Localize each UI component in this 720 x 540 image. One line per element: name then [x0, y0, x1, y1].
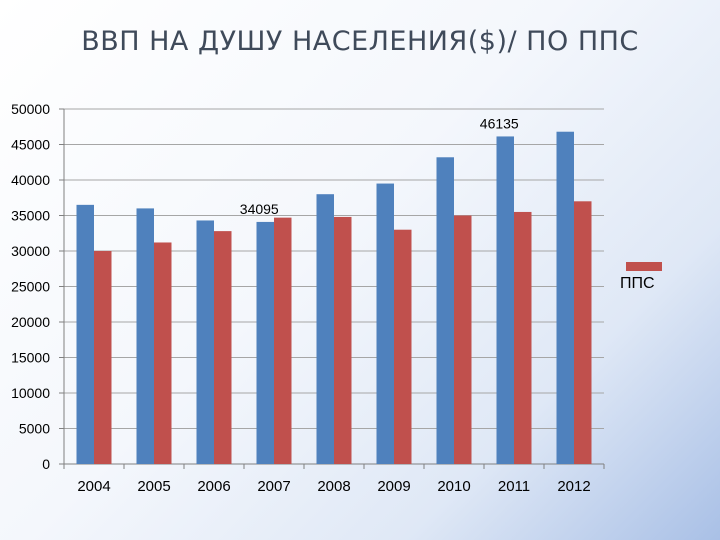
bar-gdp-2009 [376, 183, 394, 465]
bar-gdp-2012 [556, 131, 574, 464]
y-tick-label: 5000 [19, 421, 50, 437]
y-tick-label: 10000 [11, 385, 50, 401]
bar-ppp-2006 [214, 231, 232, 464]
chart-title: ВВП НА ДУШУ НАСЕЛЕНИЯ($)/ ПО ППС [81, 26, 639, 57]
y-tick-label: 40000 [11, 172, 50, 188]
y-tick-label: 35000 [11, 208, 50, 224]
data-label: 34095 [240, 201, 279, 217]
x-tick-label: 2007 [257, 478, 290, 495]
x-tick-label: 2011 [498, 478, 530, 495]
x-tick-label: 2010 [437, 478, 470, 495]
bar-ppp-2004 [94, 251, 112, 464]
bar-ppp-2005 [154, 242, 172, 464]
y-tick-label: 20000 [11, 314, 50, 330]
y-tick-label: 45000 [11, 137, 50, 153]
bar-gdp-2011 [496, 136, 514, 464]
bar-ppp-2007 [274, 217, 292, 464]
bar-gdp-2005 [136, 208, 154, 464]
data-label: 46135 [480, 115, 519, 131]
bar-ppp-2009 [394, 229, 412, 464]
y-tick-label: 0 [42, 456, 50, 472]
y-tick-label: 50000 [11, 101, 50, 117]
x-tick-label: 2008 [317, 478, 350, 495]
x-tick-label: 2012 [557, 478, 590, 495]
bar-gdp-2006 [196, 220, 214, 464]
bar-ppp-2010 [454, 215, 472, 464]
legend-swatch-ppp [626, 262, 662, 271]
bar-ppp-2008 [334, 216, 352, 464]
bar-ppp-2011 [514, 211, 532, 464]
bar-gdp-2008 [316, 194, 334, 464]
bars [76, 131, 592, 465]
y-tick-label: 30000 [11, 243, 50, 259]
bar-gdp-2010 [436, 157, 454, 464]
bar-ppp-2012 [574, 201, 592, 465]
legend: ППС [620, 262, 680, 293]
y-tick-label: 25000 [11, 279, 50, 295]
bar-gdp-2004 [76, 204, 94, 464]
x-tick-label: 2005 [137, 478, 170, 495]
x-tick-label: 2004 [77, 478, 110, 495]
bar-gdp-2007 [256, 221, 274, 464]
labels: 0 5000 10000 15000 20000 25000 30000 35000 40000… [11, 101, 591, 495]
y-tick-label: 15000 [11, 350, 50, 366]
x-tick-label: 2006 [197, 478, 230, 495]
x-tick-label: 2009 [377, 478, 410, 495]
legend-label-ppp: ППС [620, 275, 655, 292]
